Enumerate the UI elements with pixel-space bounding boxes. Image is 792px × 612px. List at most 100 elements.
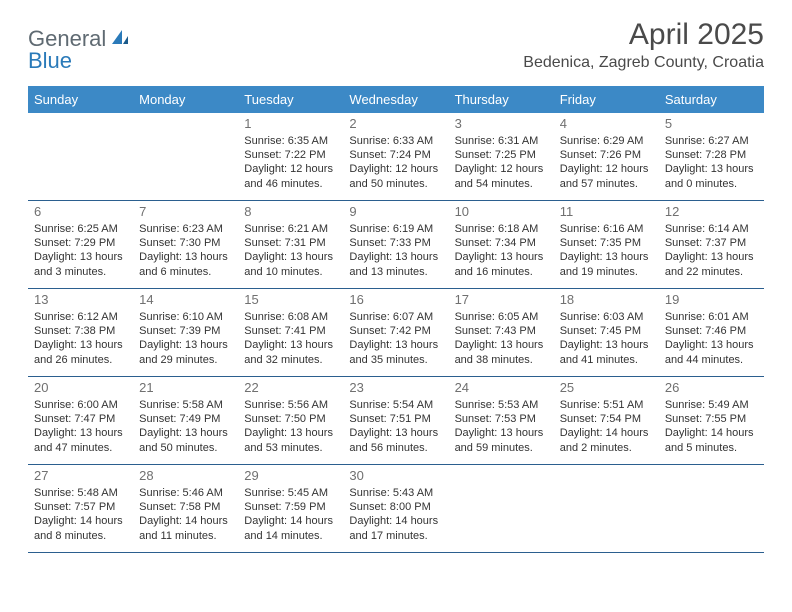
calendar-day-cell: 27Sunrise: 5:48 AMSunset: 7:57 PMDayligh… (28, 465, 133, 553)
sunset-text: Sunset: 7:54 PM (560, 412, 653, 426)
sunrise-text: Sunrise: 6:10 AM (139, 310, 232, 324)
calendar-page: General April 2025 Bedenica, Zagreb Coun… (0, 0, 792, 612)
weekday-header: Wednesday (343, 86, 448, 113)
sunrise-text: Sunrise: 6:21 AM (244, 222, 337, 236)
daylight-text: Daylight: 14 hours and 5 minutes. (665, 426, 758, 455)
calendar-empty-cell (659, 465, 764, 553)
sunrise-text: Sunrise: 5:58 AM (139, 398, 232, 412)
calendar-day-cell: 15Sunrise: 6:08 AMSunset: 7:41 PMDayligh… (238, 289, 343, 377)
calendar-week-row: 6Sunrise: 6:25 AMSunset: 7:29 PMDaylight… (28, 201, 764, 289)
day-number: 25 (560, 380, 653, 397)
daylight-text: Daylight: 13 hours and 3 minutes. (34, 250, 127, 279)
day-number: 2 (349, 116, 442, 133)
calendar-empty-cell (449, 465, 554, 553)
sunrise-text: Sunrise: 6:12 AM (34, 310, 127, 324)
sunset-text: Sunset: 7:24 PM (349, 148, 442, 162)
daylight-text: Daylight: 14 hours and 11 minutes. (139, 514, 232, 543)
day-number: 18 (560, 292, 653, 309)
calendar-day-cell: 3Sunrise: 6:31 AMSunset: 7:25 PMDaylight… (449, 113, 554, 201)
calendar-day-cell: 24Sunrise: 5:53 AMSunset: 7:53 PMDayligh… (449, 377, 554, 465)
day-number: 17 (455, 292, 548, 309)
day-number: 12 (665, 204, 758, 221)
day-number: 13 (34, 292, 127, 309)
daylight-text: Daylight: 13 hours and 29 minutes. (139, 338, 232, 367)
day-number: 4 (560, 116, 653, 133)
sunrise-text: Sunrise: 5:51 AM (560, 398, 653, 412)
day-number: 20 (34, 380, 127, 397)
day-number: 28 (139, 468, 232, 485)
sunrise-text: Sunrise: 6:01 AM (665, 310, 758, 324)
calendar-day-cell: 20Sunrise: 6:00 AMSunset: 7:47 PMDayligh… (28, 377, 133, 465)
sunset-text: Sunset: 7:55 PM (665, 412, 758, 426)
calendar-day-cell: 10Sunrise: 6:18 AMSunset: 7:34 PMDayligh… (449, 201, 554, 289)
day-number: 5 (665, 116, 758, 133)
sunset-text: Sunset: 7:46 PM (665, 324, 758, 338)
sunrise-text: Sunrise: 5:53 AM (455, 398, 548, 412)
sunset-text: Sunset: 7:26 PM (560, 148, 653, 162)
sunset-text: Sunset: 7:59 PM (244, 500, 337, 514)
sunset-text: Sunset: 7:38 PM (34, 324, 127, 338)
daylight-text: Daylight: 14 hours and 2 minutes. (560, 426, 653, 455)
day-number: 3 (455, 116, 548, 133)
daylight-text: Daylight: 13 hours and 44 minutes. (665, 338, 758, 367)
weekday-header: Friday (554, 86, 659, 113)
calendar-day-cell: 19Sunrise: 6:01 AMSunset: 7:46 PMDayligh… (659, 289, 764, 377)
calendar-day-cell: 6Sunrise: 6:25 AMSunset: 7:29 PMDaylight… (28, 201, 133, 289)
daylight-text: Daylight: 13 hours and 35 minutes. (349, 338, 442, 367)
sunset-text: Sunset: 7:35 PM (560, 236, 653, 250)
sunset-text: Sunset: 7:22 PM (244, 148, 337, 162)
sunrise-text: Sunrise: 6:14 AM (665, 222, 758, 236)
sunrise-text: Sunrise: 6:27 AM (665, 134, 758, 148)
calendar-day-cell: 29Sunrise: 5:45 AMSunset: 7:59 PMDayligh… (238, 465, 343, 553)
calendar-day-cell: 13Sunrise: 6:12 AMSunset: 7:38 PMDayligh… (28, 289, 133, 377)
calendar-day-cell: 26Sunrise: 5:49 AMSunset: 7:55 PMDayligh… (659, 377, 764, 465)
calendar-empty-cell (554, 465, 659, 553)
calendar-week-row: 1Sunrise: 6:35 AMSunset: 7:22 PMDaylight… (28, 113, 764, 201)
header: General April 2025 Bedenica, Zagreb Coun… (28, 18, 764, 72)
calendar-day-cell: 8Sunrise: 6:21 AMSunset: 7:31 PMDaylight… (238, 201, 343, 289)
daylight-text: Daylight: 13 hours and 59 minutes. (455, 426, 548, 455)
calendar-day-cell: 11Sunrise: 6:16 AMSunset: 7:35 PMDayligh… (554, 201, 659, 289)
daylight-text: Daylight: 14 hours and 14 minutes. (244, 514, 337, 543)
calendar-day-cell: 12Sunrise: 6:14 AMSunset: 7:37 PMDayligh… (659, 201, 764, 289)
sunset-text: Sunset: 7:57 PM (34, 500, 127, 514)
day-number: 14 (139, 292, 232, 309)
calendar-day-cell: 18Sunrise: 6:03 AMSunset: 7:45 PMDayligh… (554, 289, 659, 377)
daylight-text: Daylight: 13 hours and 50 minutes. (139, 426, 232, 455)
weekday-header: Thursday (449, 86, 554, 113)
day-number: 24 (455, 380, 548, 397)
calendar-day-cell: 9Sunrise: 6:19 AMSunset: 7:33 PMDaylight… (343, 201, 448, 289)
day-number: 10 (455, 204, 548, 221)
sunrise-text: Sunrise: 5:56 AM (244, 398, 337, 412)
calendar-day-cell: 23Sunrise: 5:54 AMSunset: 7:51 PMDayligh… (343, 377, 448, 465)
day-number: 15 (244, 292, 337, 309)
daylight-text: Daylight: 13 hours and 32 minutes. (244, 338, 337, 367)
sunrise-text: Sunrise: 6:33 AM (349, 134, 442, 148)
sunset-text: Sunset: 7:34 PM (455, 236, 548, 250)
calendar-day-cell: 2Sunrise: 6:33 AMSunset: 7:24 PMDaylight… (343, 113, 448, 201)
calendar-empty-cell (28, 113, 133, 201)
day-number: 16 (349, 292, 442, 309)
day-number: 27 (34, 468, 127, 485)
sunset-text: Sunset: 7:51 PM (349, 412, 442, 426)
day-number: 11 (560, 204, 653, 221)
daylight-text: Daylight: 13 hours and 6 minutes. (139, 250, 232, 279)
daylight-text: Daylight: 14 hours and 17 minutes. (349, 514, 442, 543)
calendar-empty-cell (133, 113, 238, 201)
calendar-day-cell: 30Sunrise: 5:43 AMSunset: 8:00 PMDayligh… (343, 465, 448, 553)
daylight-text: Daylight: 13 hours and 56 minutes. (349, 426, 442, 455)
sunset-text: Sunset: 7:28 PM (665, 148, 758, 162)
daylight-text: Daylight: 13 hours and 47 minutes. (34, 426, 127, 455)
sunset-text: Sunset: 7:58 PM (139, 500, 232, 514)
calendar-day-cell: 1Sunrise: 6:35 AMSunset: 7:22 PMDaylight… (238, 113, 343, 201)
calendar-day-cell: 25Sunrise: 5:51 AMSunset: 7:54 PMDayligh… (554, 377, 659, 465)
sunrise-text: Sunrise: 6:05 AM (455, 310, 548, 324)
daylight-text: Daylight: 12 hours and 57 minutes. (560, 162, 653, 191)
sunrise-text: Sunrise: 6:29 AM (560, 134, 653, 148)
weekday-header: Tuesday (238, 86, 343, 113)
daylight-text: Daylight: 13 hours and 13 minutes. (349, 250, 442, 279)
sunset-text: Sunset: 7:31 PM (244, 236, 337, 250)
sunrise-text: Sunrise: 6:00 AM (34, 398, 127, 412)
calendar-body: 1Sunrise: 6:35 AMSunset: 7:22 PMDaylight… (28, 113, 764, 553)
calendar-week-row: 13Sunrise: 6:12 AMSunset: 7:38 PM Dayligh… (28, 289, 764, 377)
